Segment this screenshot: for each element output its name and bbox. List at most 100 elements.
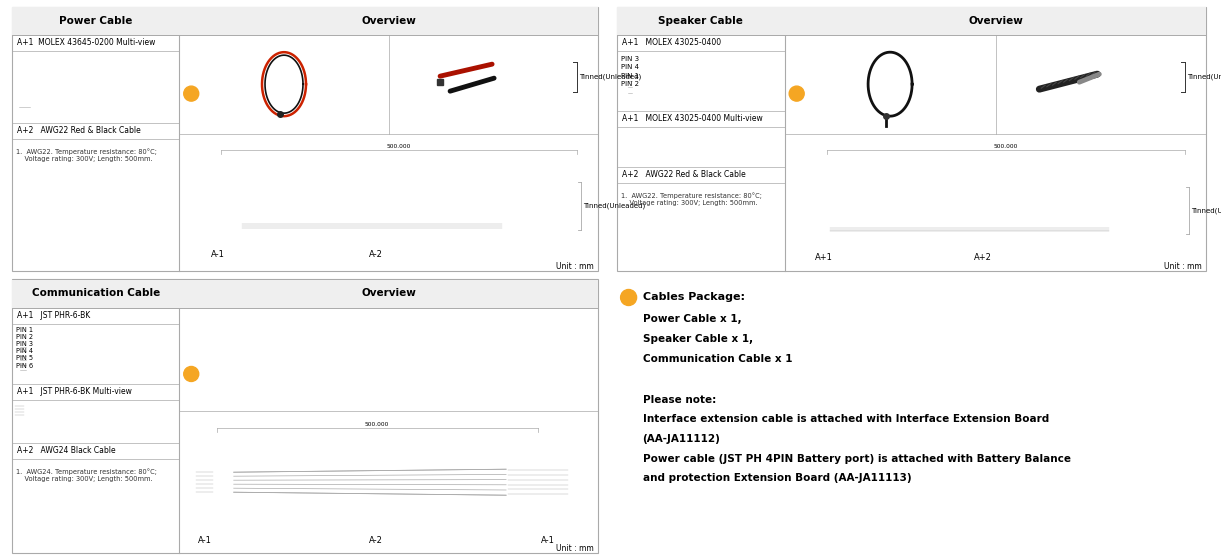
Bar	[237, 366, 239, 371]
Text: Unit : mm: Unit : mm	[556, 544, 593, 553]
Text: PIN 3: PIN 3	[620, 56, 639, 61]
Text: 1.  AWG22. Temperature resistance: 80°C;
    Voltage rating: 300V; Length: 500mm: 1. AWG22. Temperature resistance: 80°C; …	[16, 149, 158, 163]
Text: Tinned(Unleaded): Tinned(Unleaded)	[579, 74, 641, 80]
Bar	[198, 366, 200, 372]
Bar	[201, 350, 203, 356]
Bar	[231, 338, 233, 343]
Bar	[12, 7, 598, 35]
Bar	[17, 77, 32, 89]
Bar	[241, 345, 243, 350]
Bar	[241, 359, 243, 364]
Text: A+1   JST PHR-6-BK: A+1 JST PHR-6-BK	[17, 311, 90, 320]
Bar	[210, 334, 211, 340]
Text: Power Cable: Power Cable	[59, 16, 132, 26]
Bar	[210, 342, 211, 348]
Text: PIN 4: PIN 4	[16, 348, 33, 354]
Text: Interface extension cable is attached with Interface Extension Board: Interface extension cable is attached wi…	[642, 415, 1049, 424]
Text: PIN 2: PIN 2	[16, 334, 33, 340]
Bar	[197, 469, 212, 495]
Text: Unit : mm: Unit : mm	[1164, 262, 1201, 271]
Circle shape	[183, 86, 199, 101]
Bar	[231, 352, 233, 357]
Text: Overview: Overview	[361, 288, 416, 299]
Bar	[204, 350, 206, 356]
Bar	[15, 420, 26, 435]
Bar	[620, 132, 632, 142]
Bar	[20, 89, 29, 93]
Bar	[12, 7, 598, 271]
Text: A+1   MOLEX 43025-0400 Multi-view: A+1 MOLEX 43025-0400 Multi-view	[621, 114, 762, 123]
Bar	[237, 359, 239, 364]
Bar	[21, 342, 28, 372]
Bar	[241, 352, 243, 357]
Text: Please note:: Please note:	[642, 395, 716, 405]
Bar	[26, 338, 42, 376]
Bar	[31, 405, 50, 415]
Bar	[228, 345, 231, 350]
Text: Power cable (JST PH 4PIN Battery port) is attached with Battery Balance: Power cable (JST PH 4PIN Battery port) i…	[642, 453, 1071, 463]
Bar	[12, 443, 179, 458]
Text: PIN 5: PIN 5	[16, 356, 33, 361]
Bar	[830, 226, 1110, 233]
Bar	[12, 123, 179, 139]
Text: Tinned(Unleaded): Tinned(Unleaded)	[1187, 74, 1221, 80]
Bar	[505, 466, 569, 498]
Bar	[18, 73, 31, 77]
Bar	[617, 111, 785, 127]
Text: A-2: A-2	[369, 250, 383, 259]
Text: Speaker Cable x 1,: Speaker Cable x 1,	[642, 334, 752, 344]
Bar	[243, 366, 245, 371]
Text: Tinned(Unleaded): Tinned(Unleaded)	[584, 202, 646, 209]
Bar	[850, 188, 1110, 195]
Text: A-1: A-1	[198, 536, 211, 545]
Text: Unit : mm: Unit : mm	[556, 262, 593, 271]
Text: PIN 6: PIN 6	[16, 362, 33, 368]
Bar	[12, 35, 179, 51]
Text: A+2   AWG24 Black Cable: A+2 AWG24 Black Cable	[17, 446, 116, 455]
Bar	[231, 359, 233, 364]
Bar	[244, 182, 502, 190]
Bar	[204, 366, 206, 372]
Text: Overview: Overview	[968, 16, 1023, 26]
Bar	[198, 330, 215, 375]
Bar	[227, 333, 247, 373]
Bar	[639, 132, 651, 142]
Text: Speaker Cable: Speaker Cable	[658, 16, 744, 26]
Bar	[39, 77, 53, 87]
Text: PIN 1: PIN 1	[620, 73, 639, 79]
Bar	[210, 358, 211, 364]
Text: A-1: A-1	[211, 250, 225, 259]
Bar	[215, 217, 222, 235]
Bar	[204, 334, 206, 340]
Text: A+2: A+2	[974, 253, 991, 262]
Bar	[204, 342, 206, 348]
Bar	[212, 350, 215, 356]
Bar	[640, 129, 650, 132]
Text: Tinned(Unleaded): Tinned(Unleaded)	[1192, 207, 1221, 214]
Bar	[237, 338, 239, 343]
Bar	[206, 358, 209, 364]
Text: A+2   AWG22 Red & Black Cable: A+2 AWG22 Red & Black Cable	[621, 170, 745, 179]
Bar	[44, 400, 46, 405]
Bar	[819, 223, 825, 237]
Text: Overview: Overview	[361, 16, 416, 26]
Text: 1.  AWG24. Temperature resistance: 80°C;
    Voltage rating: 300V; Length: 500mm: 1. AWG24. Temperature resistance: 80°C; …	[16, 468, 158, 482]
Bar	[502, 183, 578, 188]
Bar	[242, 221, 502, 230]
Bar	[198, 342, 200, 348]
Bar	[12, 280, 598, 307]
Text: A+1   MOLEX 43025-0400: A+1 MOLEX 43025-0400	[621, 38, 720, 47]
Bar	[237, 352, 239, 357]
Bar	[32, 400, 33, 405]
Bar	[17, 98, 32, 116]
Text: Power Cable x 1,: Power Cable x 1,	[642, 315, 741, 325]
Bar	[34, 400, 37, 405]
Bar	[241, 366, 243, 371]
Bar	[617, 35, 785, 51]
Bar	[206, 350, 209, 356]
Bar	[38, 400, 39, 405]
Bar	[228, 338, 231, 343]
Bar	[201, 334, 203, 340]
Bar	[628, 70, 634, 96]
Bar	[234, 345, 237, 350]
